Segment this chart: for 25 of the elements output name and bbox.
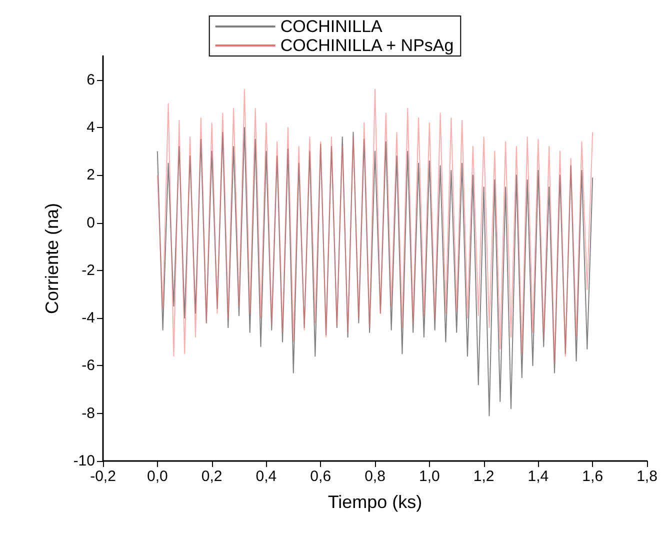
y-tick-label: -2 [82, 262, 95, 279]
y-tick-label: 4 [86, 118, 95, 136]
x-tick-label: 0,2 [201, 468, 222, 485]
y-tick-label: -10 [73, 452, 95, 470]
x-tick-label: 0,0 [146, 468, 168, 485]
x-tick-label: -0,2 [90, 468, 116, 485]
y-tick-label: -4 [82, 310, 95, 327]
y-tick-label: -6 [82, 357, 95, 374]
line-series [156, 126, 594, 416]
y-axis-title: Corriente (na) [42, 202, 62, 314]
x-tick-label: 1,0 [418, 468, 440, 485]
x-tick-label: 1,6 [582, 468, 604, 485]
x-tick-label: 0,4 [256, 468, 277, 485]
y-tick-label: 6 [86, 71, 95, 88]
x-tick-label: 0,6 [310, 468, 332, 485]
y-tick-label: 2 [86, 166, 95, 184]
x-tick-label: 0,8 [364, 468, 386, 485]
legend-label: COCHINILLA + NPsAg [280, 36, 454, 55]
y-tick-label: 0 [86, 214, 95, 232]
legend-label: COCHINILLA [280, 17, 384, 36]
x-tick-label: 1,2 [473, 468, 494, 485]
x-tick-label: 1,4 [528, 468, 549, 485]
x-tick-label: 1,8 [636, 468, 658, 485]
y-tick-label: -8 [82, 404, 95, 422]
x-axis-title: Tiempo (ks) [328, 492, 422, 512]
